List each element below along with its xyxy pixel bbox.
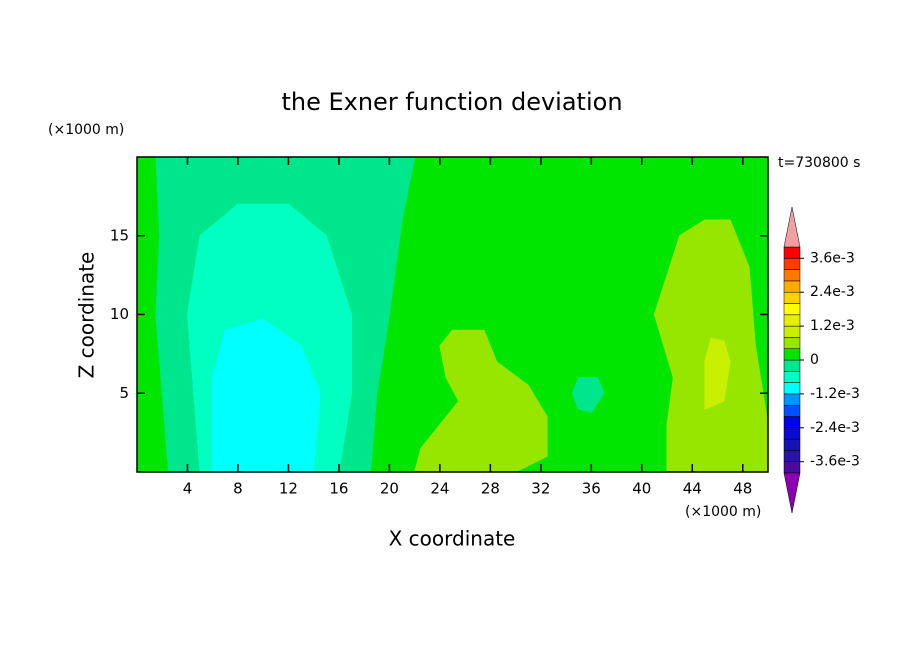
- colorbar-box: [783, 258, 801, 270]
- colorbar-box: [783, 371, 801, 383]
- chart-title: the Exner function deviation: [281, 88, 622, 116]
- colorbar-box: [783, 337, 801, 349]
- colorbar-box: [783, 404, 801, 417]
- y-unit: (×1000 m): [48, 122, 124, 138]
- colorbar-tick-label: 1.2e-3: [810, 318, 855, 334]
- colorbar-tick-label: 0: [810, 352, 819, 368]
- colorbar-tick-label: -2.4e-3: [810, 420, 860, 436]
- colorbar-box: [783, 303, 801, 316]
- colorbar-box: [783, 416, 801, 429]
- colorbar-box: [783, 280, 801, 293]
- colorbar-box: [783, 359, 801, 372]
- colorbar-box: [783, 450, 801, 462]
- x-tick-label: 24: [430, 480, 449, 498]
- time-label: t=730800 s: [778, 155, 860, 171]
- colorbar-over: [783, 206, 801, 248]
- x-axis-label: X coordinate: [389, 527, 516, 551]
- colorbar-box: [783, 382, 801, 395]
- colorbar-box: [783, 246, 801, 259]
- x-tick-label: 44: [683, 480, 702, 498]
- colorbar-box: [783, 461, 801, 474]
- x-tick-label: 32: [531, 480, 550, 498]
- colorbar-box: [783, 348, 801, 361]
- colorbar-tick-label: 2.4e-3: [810, 284, 855, 300]
- x-tick-label: 48: [733, 480, 752, 498]
- colorbar-under: [783, 472, 801, 514]
- colorbar-box: [783, 325, 801, 338]
- x-tick-label: 16: [329, 480, 348, 498]
- y-tick-label: 10: [110, 305, 129, 323]
- x-tick-label: 28: [481, 480, 500, 498]
- colorbar-box: [783, 438, 801, 451]
- contour-region: [413, 329, 548, 473]
- colorbar-box: [783, 269, 801, 282]
- x-tick-label: 36: [582, 480, 601, 498]
- contour-region: [704, 337, 731, 410]
- colorbar-box: [783, 393, 801, 406]
- x-tick-label: 8: [233, 480, 243, 498]
- colorbar-box: [783, 314, 801, 327]
- y-tick-label: 5: [119, 384, 129, 402]
- colorbar-tick-label: -3.6e-3: [810, 454, 860, 470]
- y-tick-label: 15: [110, 226, 129, 244]
- colorbar-tick-label: 3.6e-3: [810, 250, 855, 266]
- colorbar-tick-label: -1.2e-3: [810, 386, 860, 402]
- x-tick-label: 12: [279, 480, 298, 498]
- x-tick-label: 20: [380, 480, 399, 498]
- contour-region: [212, 318, 321, 473]
- x-tick-label: 4: [183, 480, 193, 498]
- colorbar-box: [783, 427, 801, 440]
- contour-region: [571, 377, 605, 413]
- x-tick-label: 40: [632, 480, 651, 498]
- y-axis-label: Z coordinate: [75, 252, 99, 379]
- x-unit: (×1000 m): [685, 504, 761, 520]
- colorbar-box: [783, 291, 801, 304]
